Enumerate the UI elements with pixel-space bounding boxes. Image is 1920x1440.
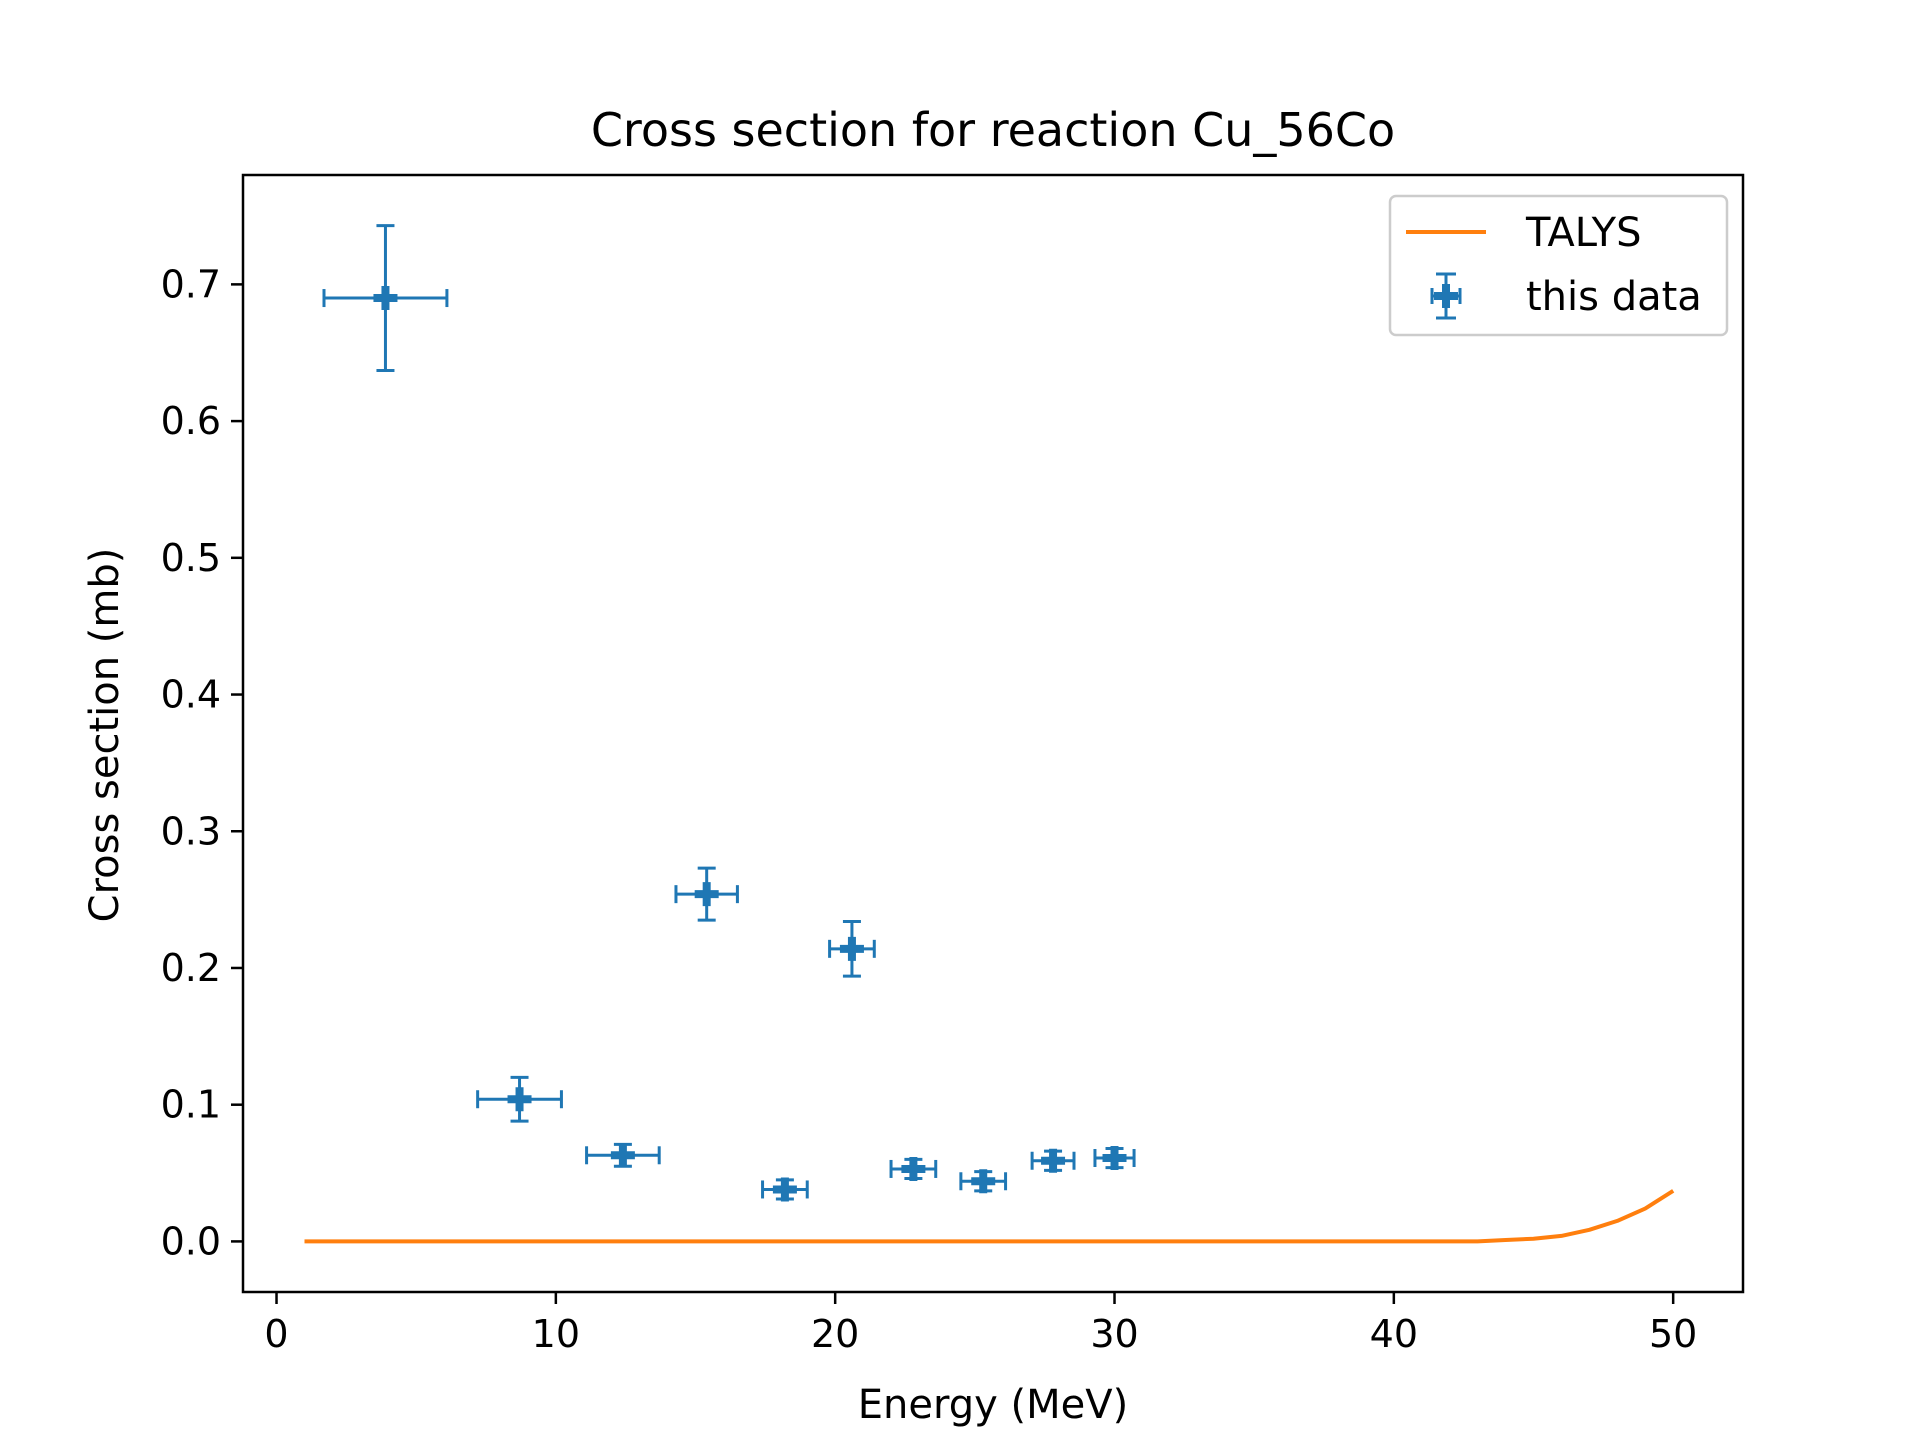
- data-marker: [1041, 1148, 1066, 1173]
- y-tick-label: 0.7: [161, 262, 221, 306]
- x-tick-label: 10: [532, 1312, 580, 1356]
- x-tick-label: 40: [1370, 1312, 1418, 1356]
- data-marker: [901, 1156, 926, 1181]
- y-tick-label: 0.2: [161, 946, 221, 990]
- data-point-2: [476, 1075, 563, 1123]
- data-marker: [1102, 1146, 1127, 1171]
- data-point-3: [585, 1142, 661, 1168]
- axes: 0 10 20 30 40 50 0.0 0.1 0.2 0.3 0.4 0.5 0.6 0.7: [161, 173, 1745, 1356]
- x-axis-label: Energy (MeV): [858, 1382, 1128, 1428]
- data-point-7: [889, 1156, 938, 1181]
- y-tick-label: 0.4: [161, 673, 221, 717]
- data-point-4: [674, 866, 739, 922]
- data-point-8: [959, 1169, 1008, 1194]
- y-tick-label: 0.1: [161, 1083, 221, 1127]
- y-tick-label: 0.5: [161, 536, 221, 580]
- x-tick-label: 20: [811, 1312, 859, 1356]
- data-point-5: [761, 1177, 809, 1202]
- y-tick-label: 0.3: [161, 809, 221, 853]
- talys-line: [304, 1189, 1675, 1244]
- data-marker: [971, 1169, 996, 1194]
- legend-label: TALYS: [1525, 210, 1642, 256]
- data-point-10: [1093, 1146, 1136, 1171]
- data-point-9: [1030, 1148, 1076, 1173]
- data-marker: [839, 936, 864, 961]
- legend: TALYS this data: [1388, 194, 1729, 337]
- data-marker: [373, 286, 398, 311]
- data-point-6: [828, 919, 876, 978]
- y-tick-label: 0.0: [161, 1219, 221, 1263]
- plot-content: [304, 224, 1675, 1244]
- data-marker: [507, 1087, 532, 1112]
- x-tick-label: 30: [1090, 1312, 1138, 1356]
- data-marker: [694, 882, 719, 907]
- legend-entry-1: TALYS: [1406, 210, 1642, 256]
- data-marker: [772, 1177, 797, 1202]
- x-tick-label: 0: [264, 1312, 288, 1356]
- legend-marker-swatch: [1434, 284, 1458, 308]
- plot-area: [304, 224, 1675, 1244]
- x-tick-label: 50: [1649, 1312, 1697, 1356]
- y-tick-label: 0.6: [161, 399, 221, 443]
- data-marker: [610, 1143, 635, 1168]
- chart-title: Cross section for reaction Cu_56Co: [591, 103, 1395, 157]
- errorbar-series: [322, 224, 1136, 1202]
- legend-entry-2: this data: [1430, 272, 1702, 320]
- data-point-1: [322, 224, 449, 373]
- y-axis-label: Cross section (mb): [82, 548, 128, 923]
- legend-label: this data: [1526, 274, 1702, 320]
- axes-frame: [241, 173, 1745, 1294]
